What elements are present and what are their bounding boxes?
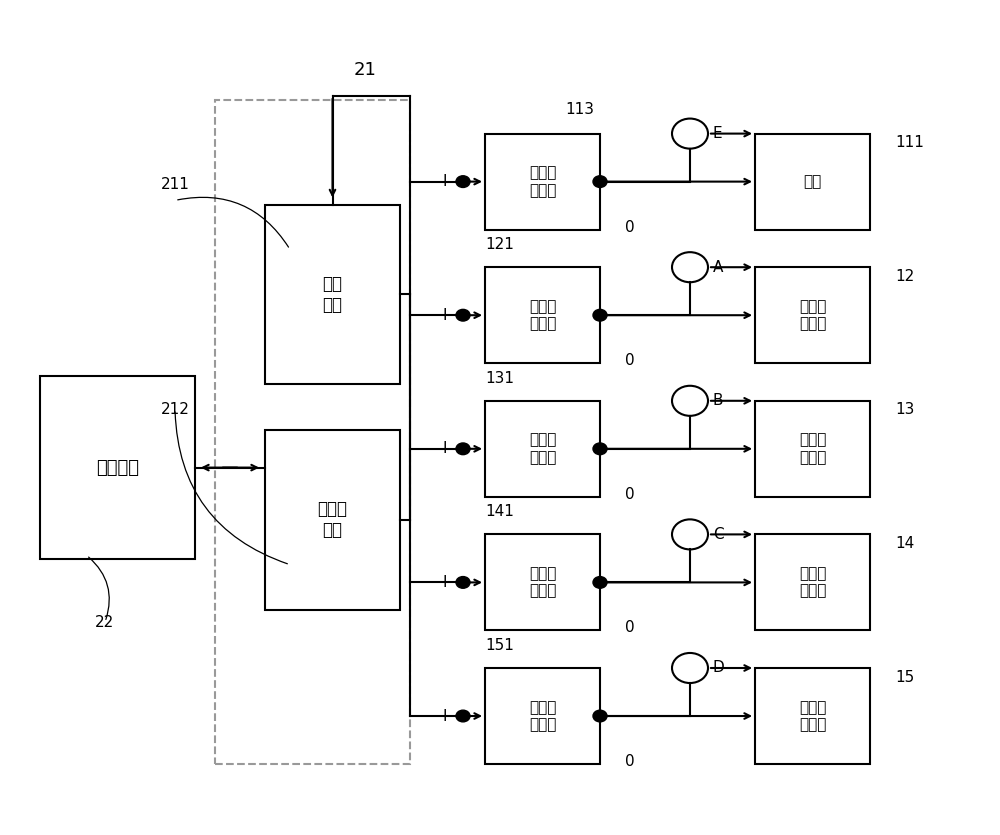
- Bar: [755, 668, 870, 764]
- Bar: [265, 205, 400, 384]
- Circle shape: [456, 176, 470, 188]
- Text: 113: 113: [565, 102, 594, 117]
- Text: 0: 0: [625, 620, 635, 635]
- Text: 0: 0: [625, 220, 635, 235]
- Text: 141: 141: [485, 504, 514, 519]
- Text: I: I: [442, 442, 447, 456]
- Bar: [755, 267, 870, 363]
- Text: A: A: [713, 260, 723, 275]
- Bar: [215, 100, 410, 764]
- Text: 212: 212: [161, 402, 189, 418]
- Text: 电源: 电源: [803, 175, 822, 189]
- Text: 近场通
信模块: 近场通 信模块: [799, 700, 826, 732]
- Bar: [755, 534, 870, 630]
- Bar: [485, 668, 600, 764]
- Text: 12: 12: [895, 269, 914, 284]
- Circle shape: [593, 710, 607, 721]
- Text: 111: 111: [895, 135, 924, 150]
- Text: 卫星定
位模块: 卫星定 位模块: [799, 566, 826, 599]
- Circle shape: [593, 310, 607, 321]
- Circle shape: [456, 710, 470, 721]
- Text: I: I: [442, 175, 447, 189]
- Text: 电压调
节单元: 电压调 节单元: [529, 165, 556, 198]
- Text: D: D: [713, 660, 725, 676]
- Text: 储能模块: 储能模块: [96, 458, 139, 477]
- Text: 121: 121: [485, 237, 514, 252]
- Text: 电压调
节单元: 电压调 节单元: [529, 433, 556, 465]
- Bar: [265, 430, 400, 610]
- Text: E: E: [713, 126, 723, 141]
- Text: 0: 0: [625, 487, 635, 502]
- Text: I: I: [442, 575, 447, 590]
- Text: 0: 0: [625, 754, 635, 769]
- Text: B: B: [713, 393, 724, 408]
- Bar: [485, 267, 600, 363]
- Text: 局域网
络模块: 局域网 络模块: [799, 299, 826, 331]
- Circle shape: [593, 576, 607, 588]
- Text: 充电
单元: 充电 单元: [322, 275, 342, 314]
- Text: I: I: [442, 308, 447, 322]
- Text: I: I: [442, 709, 447, 723]
- Text: 电压调
节单元: 电压调 节单元: [529, 299, 556, 331]
- Text: 无线网
络模块: 无线网 络模块: [799, 433, 826, 465]
- Circle shape: [456, 310, 470, 321]
- Bar: [485, 534, 600, 630]
- Text: 131: 131: [485, 371, 514, 386]
- Text: 151: 151: [485, 638, 514, 653]
- Bar: [40, 376, 195, 559]
- Text: C: C: [713, 527, 724, 542]
- Text: 14: 14: [895, 536, 914, 551]
- Bar: [755, 134, 870, 230]
- Bar: [485, 134, 600, 230]
- Circle shape: [593, 176, 607, 188]
- Text: 22: 22: [95, 615, 115, 630]
- Text: 211: 211: [161, 177, 189, 192]
- Text: 0: 0: [625, 353, 635, 368]
- Text: 13: 13: [895, 402, 914, 418]
- Text: 电压调
节单元: 电压调 节单元: [529, 700, 556, 732]
- Text: 15: 15: [895, 670, 914, 685]
- Text: 升降压
单元: 升降压 单元: [318, 500, 348, 539]
- Bar: [485, 401, 600, 497]
- Circle shape: [456, 576, 470, 588]
- Text: 21: 21: [354, 61, 376, 79]
- Circle shape: [456, 443, 470, 454]
- Text: 电压调
节单元: 电压调 节单元: [529, 566, 556, 599]
- Bar: [755, 401, 870, 497]
- Circle shape: [593, 443, 607, 454]
